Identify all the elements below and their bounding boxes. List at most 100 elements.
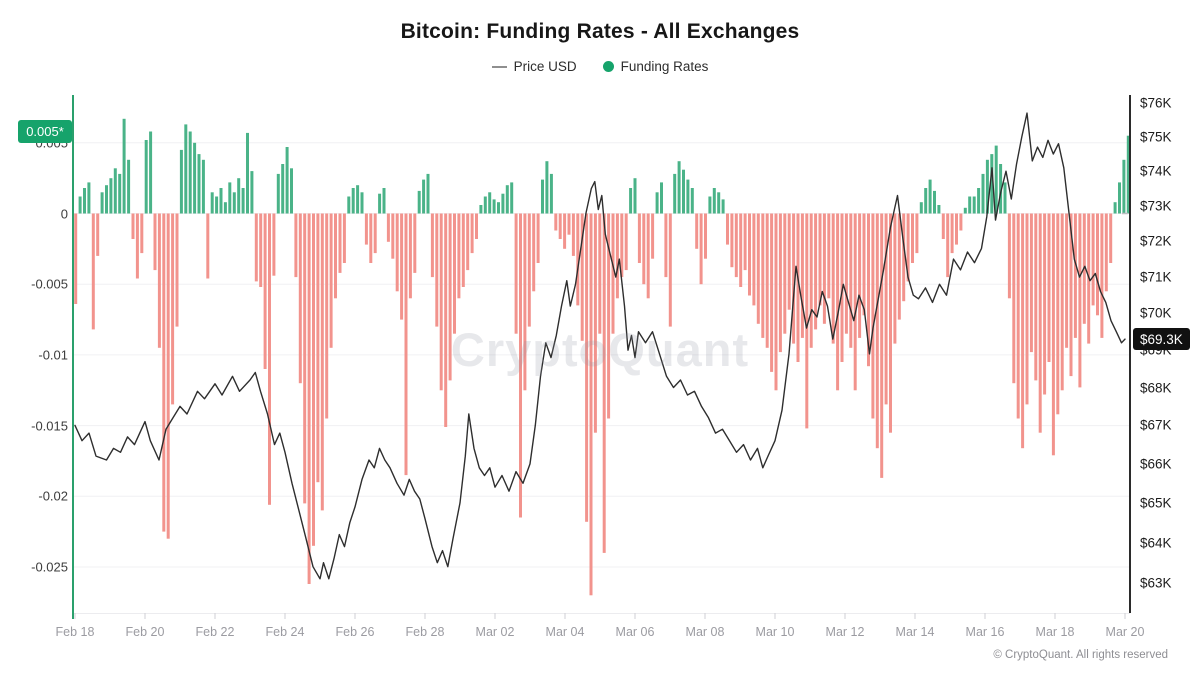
funding-bar[interactable] <box>1034 213 1038 381</box>
funding-bar[interactable] <box>140 213 144 254</box>
funding-bar[interactable] <box>395 213 399 292</box>
funding-bar[interactable] <box>206 213 210 279</box>
funding-bar[interactable] <box>690 188 694 214</box>
funding-bar[interactable] <box>404 213 408 476</box>
funding-bar[interactable] <box>268 213 271 505</box>
funding-bar[interactable] <box>862 213 866 316</box>
funding-bar[interactable] <box>805 213 809 429</box>
funding-bar[interactable] <box>171 213 175 405</box>
funding-bar[interactable] <box>770 213 774 372</box>
funding-bar[interactable] <box>505 185 509 214</box>
funding-bar[interactable] <box>576 213 580 306</box>
funding-bar[interactable] <box>554 213 558 231</box>
funding-bar[interactable] <box>717 192 721 214</box>
funding-bar[interactable] <box>686 179 690 214</box>
funding-bar[interactable] <box>131 213 135 240</box>
funding-bar[interactable] <box>105 185 108 214</box>
funding-bar[interactable] <box>470 213 474 254</box>
funding-bar[interactable] <box>1056 213 1060 415</box>
funding-bar[interactable] <box>391 213 395 259</box>
funding-bar[interactable] <box>721 199 725 214</box>
funding-bar[interactable] <box>109 178 113 214</box>
price-line-series[interactable] <box>74 112 1126 580</box>
funding-bar[interactable] <box>739 213 743 288</box>
funding-bar[interactable] <box>417 190 421 214</box>
funding-bar[interactable] <box>867 213 870 367</box>
funding-bar[interactable] <box>756 213 760 324</box>
funding-bar[interactable] <box>704 213 707 259</box>
funding-bar[interactable] <box>893 213 897 344</box>
funding-bar[interactable] <box>74 213 78 305</box>
funding-bar[interactable] <box>400 213 404 320</box>
funding-bar[interactable] <box>849 213 853 348</box>
funding-bar[interactable] <box>334 213 337 299</box>
funding-bar[interactable] <box>800 213 804 338</box>
funding-bar[interactable] <box>523 213 527 391</box>
funding-bar[interactable] <box>933 190 936 214</box>
funding-bar[interactable] <box>276 173 280 214</box>
funding-bar[interactable] <box>347 196 351 214</box>
funding-bar[interactable] <box>272 213 276 276</box>
funding-bar[interactable] <box>598 213 602 334</box>
funding-bar[interactable] <box>589 213 593 596</box>
funding-bar[interactable] <box>1078 213 1082 388</box>
funding-bar[interactable] <box>1047 213 1051 363</box>
funding-bar[interactable] <box>765 213 769 348</box>
funding-bar[interactable] <box>338 213 342 273</box>
funding-bar[interactable] <box>281 164 285 214</box>
funding-bar[interactable] <box>210 192 214 214</box>
funding-bar[interactable] <box>1021 213 1025 449</box>
funding-bar[interactable] <box>91 213 95 330</box>
funding-bar[interactable] <box>254 213 258 282</box>
funding-bar[interactable] <box>197 154 201 214</box>
funding-bar[interactable] <box>748 213 751 296</box>
funding-bar[interactable] <box>1100 213 1104 338</box>
funding-bar[interactable] <box>695 213 699 249</box>
funding-bar[interactable] <box>422 179 426 214</box>
funding-bar[interactable] <box>1007 213 1011 299</box>
funding-bar[interactable] <box>228 182 232 214</box>
funding-bar[interactable] <box>408 213 412 299</box>
funding-bar[interactable] <box>937 205 941 214</box>
funding-bar[interactable] <box>955 213 958 245</box>
funding-bar[interactable] <box>501 193 505 214</box>
funding-bar[interactable] <box>241 188 245 214</box>
funding-bar[interactable] <box>1113 202 1117 214</box>
funding-bar[interactable] <box>483 196 487 214</box>
funding-bar[interactable] <box>237 178 241 214</box>
funding-bar[interactable] <box>985 159 989 214</box>
funding-bar[interactable] <box>580 213 584 341</box>
funding-bar[interactable] <box>157 213 161 348</box>
funding-bar[interactable] <box>149 131 153 214</box>
funding-bar[interactable] <box>677 161 681 214</box>
funding-bar[interactable] <box>83 188 86 214</box>
funding-bar[interactable] <box>629 188 633 214</box>
funding-bar[interactable] <box>532 213 536 292</box>
funding-bar[interactable] <box>448 213 452 381</box>
funding-bar[interactable] <box>796 213 800 363</box>
funding-bar[interactable] <box>946 213 950 278</box>
funding-bar[interactable] <box>307 213 311 585</box>
funding-bar[interactable] <box>175 213 179 327</box>
funding-bar[interactable] <box>369 213 373 264</box>
funding-bar[interactable] <box>977 188 981 214</box>
funding-bar[interactable] <box>664 213 668 278</box>
funding-bar[interactable] <box>875 213 879 449</box>
funding-bar[interactable] <box>290 168 293 214</box>
funding-bar[interactable] <box>329 213 333 348</box>
funding-bar[interactable] <box>475 213 478 240</box>
funding-bar[interactable] <box>246 132 249 214</box>
funding-bar[interactable] <box>541 179 544 214</box>
funding-bar[interactable] <box>536 213 540 264</box>
funding-bar[interactable] <box>386 213 390 242</box>
funding-bar[interactable] <box>122 118 126 214</box>
funding-bar[interactable] <box>968 196 972 214</box>
funding-bar[interactable] <box>298 213 302 384</box>
funding-bar[interactable] <box>607 213 611 419</box>
funding-bar[interactable] <box>646 213 650 299</box>
funding-bar[interactable] <box>783 213 787 334</box>
funding-bar[interactable] <box>444 213 448 428</box>
legend-item-funding[interactable]: Funding Rates <box>602 59 708 74</box>
funding-bar[interactable] <box>902 213 906 302</box>
funding-bar[interactable] <box>545 161 549 214</box>
